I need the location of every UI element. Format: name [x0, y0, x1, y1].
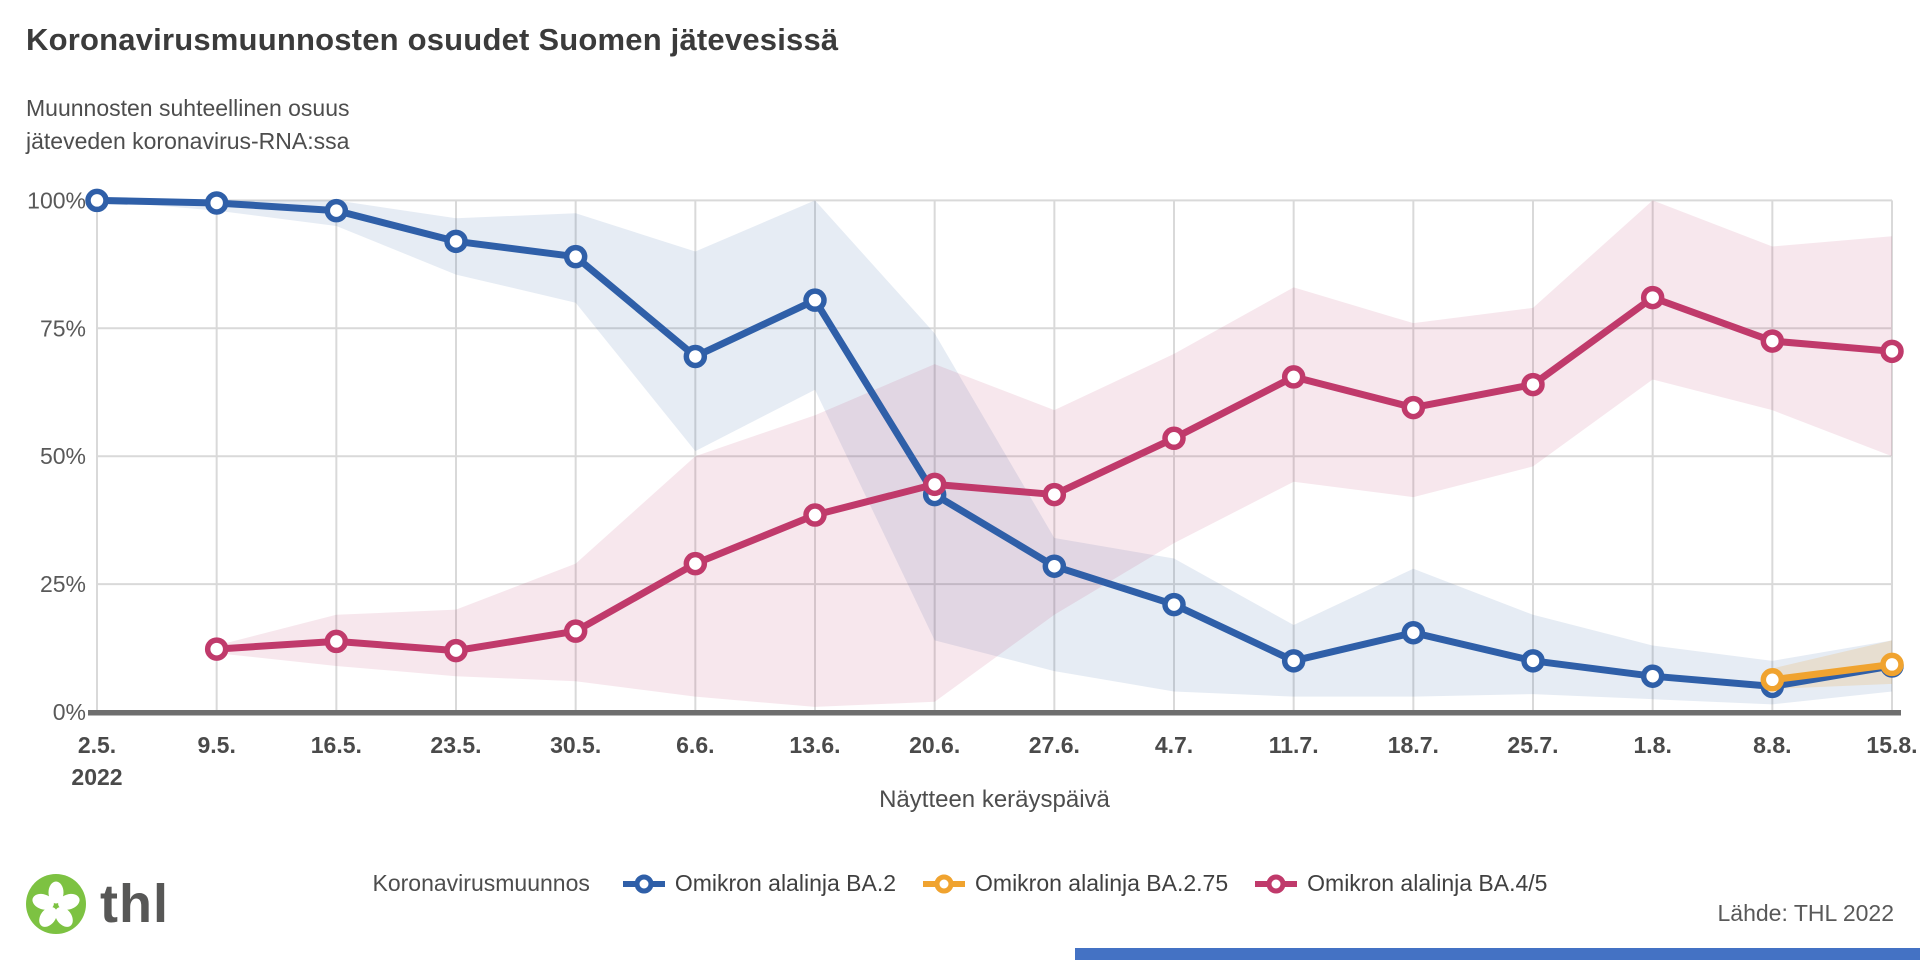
y-tick-label: 75%: [40, 315, 86, 341]
data-point-ba45: [1162, 426, 1186, 451]
x-tick-label: 4.7.: [1155, 732, 1193, 758]
page-title: Koronavirusmuunnosten osuudet Suomen jät…: [26, 22, 839, 57]
thl-logo: thl: [24, 872, 169, 936]
x-tick-label: 23.5.: [430, 732, 481, 758]
x-tick-label: 25.7.: [1507, 732, 1558, 758]
data-point-ba275: [1880, 652, 1904, 677]
data-point-ba2: [1281, 649, 1306, 673]
data-point-ba2: [1401, 620, 1426, 645]
confidence-band-ba45: [216, 200, 1893, 707]
data-point-ba45: [204, 637, 229, 661]
data-point-ba2: [803, 288, 827, 312]
data-point-ba275: [1760, 668, 1785, 692]
legend-label-ba275: Omikron alalinja BA.2.75: [975, 870, 1229, 896]
legend-item-ba275: Omikron alalinja BA.2.75: [922, 870, 1228, 897]
legend-item-ba2: Omikron alalinja BA.2: [622, 870, 896, 897]
data-point-ba45: [922, 472, 947, 497]
data-point-ba45: [683, 551, 708, 576]
data-point-ba2: [444, 229, 468, 254]
y-tick-label: 100%: [27, 187, 86, 213]
legend-marker-ba2-icon: [622, 874, 665, 893]
data-point-ba2: [204, 191, 229, 215]
y-tick-label: 0%: [53, 699, 86, 725]
data-point-ba45: [444, 638, 468, 663]
data-point-ba2: [85, 188, 109, 213]
x-tick-year-label: 2022: [71, 764, 122, 790]
data-point-ba2: [683, 344, 708, 369]
data-point-ba2: [1042, 554, 1067, 578]
x-tick-label: 27.6.: [1029, 732, 1080, 758]
x-tick-label: 30.5.: [550, 732, 601, 758]
x-tick-label: 9.5.: [197, 732, 235, 758]
x-axis-title: Näytteen keräyspäivä: [879, 786, 1110, 813]
y-tick-label: 50%: [40, 443, 86, 469]
x-tick-label: 11.7.: [1269, 732, 1319, 758]
legend-marker-ba275-icon: [923, 874, 966, 893]
data-point-ba45: [563, 619, 588, 643]
legend: Koronavirusmuunnos Omikron alalinja BA.2…: [0, 870, 1920, 897]
x-tick-label: 18.7.: [1388, 732, 1439, 758]
legend-title: Koronavirusmuunnos: [372, 870, 590, 896]
data-point-ba45: [1521, 372, 1545, 397]
data-point-ba2: [324, 198, 349, 223]
data-point-ba2: [1162, 592, 1186, 617]
legend-label-ba45: Omikron alalinja BA.4/5: [1307, 870, 1548, 896]
x-tick-label: 20.6.: [909, 732, 960, 758]
data-point-ba45: [1880, 339, 1904, 364]
data-point-ba2: [563, 244, 588, 269]
legend-label-ba2: Omikron alalinja BA.2: [674, 870, 897, 896]
data-point-ba2: [1521, 649, 1545, 673]
x-tick-label: 8.8.: [1753, 732, 1791, 758]
data-point-ba45: [1640, 285, 1665, 310]
data-point-ba45: [1401, 395, 1426, 420]
x-tick-label: 13.6.: [789, 732, 840, 758]
subtitle-line2: jäteveden koronavirus-RNA:ssa: [26, 128, 350, 154]
chart-subtitle: Muunnosten suhteellinen osuus jäteveden …: [26, 92, 350, 158]
x-tick-label: 1.8.: [1633, 732, 1671, 758]
x-tick-label: 6.6.: [676, 732, 714, 758]
data-point-ba45: [1042, 482, 1067, 507]
x-tick-label: 16.5.: [311, 732, 362, 758]
confidence-band-ba2: [97, 200, 1892, 705]
legend-item-ba45: Omikron alalinja BA.4/5: [1254, 870, 1547, 897]
thl-flower-icon: [26, 874, 86, 934]
data-point-ba45: [324, 629, 349, 654]
series-line-ba275: [1768, 660, 1896, 684]
data-point-ba45: [803, 503, 827, 527]
thl-logo-text: thl: [100, 874, 169, 934]
subtitle-line1: Muunnosten suhteellinen osuus: [26, 95, 350, 121]
bottom-blue-bar: [1075, 948, 1920, 960]
series-line-ba2: [93, 196, 1896, 690]
x-tick-label: 15.8.: [1866, 732, 1917, 758]
data-point-ba2: [1640, 664, 1665, 688]
source-credit: Lähde: THL 2022: [1717, 900, 1894, 926]
legend-marker-ba45-icon: [1255, 874, 1298, 893]
data-point-ba45: [1281, 365, 1306, 389]
x-tick-label: 2.5.: [78, 732, 116, 758]
x-axis-line: [88, 710, 1901, 716]
y-tick-label: 25%: [40, 571, 86, 597]
data-point-ba45: [1760, 329, 1785, 353]
